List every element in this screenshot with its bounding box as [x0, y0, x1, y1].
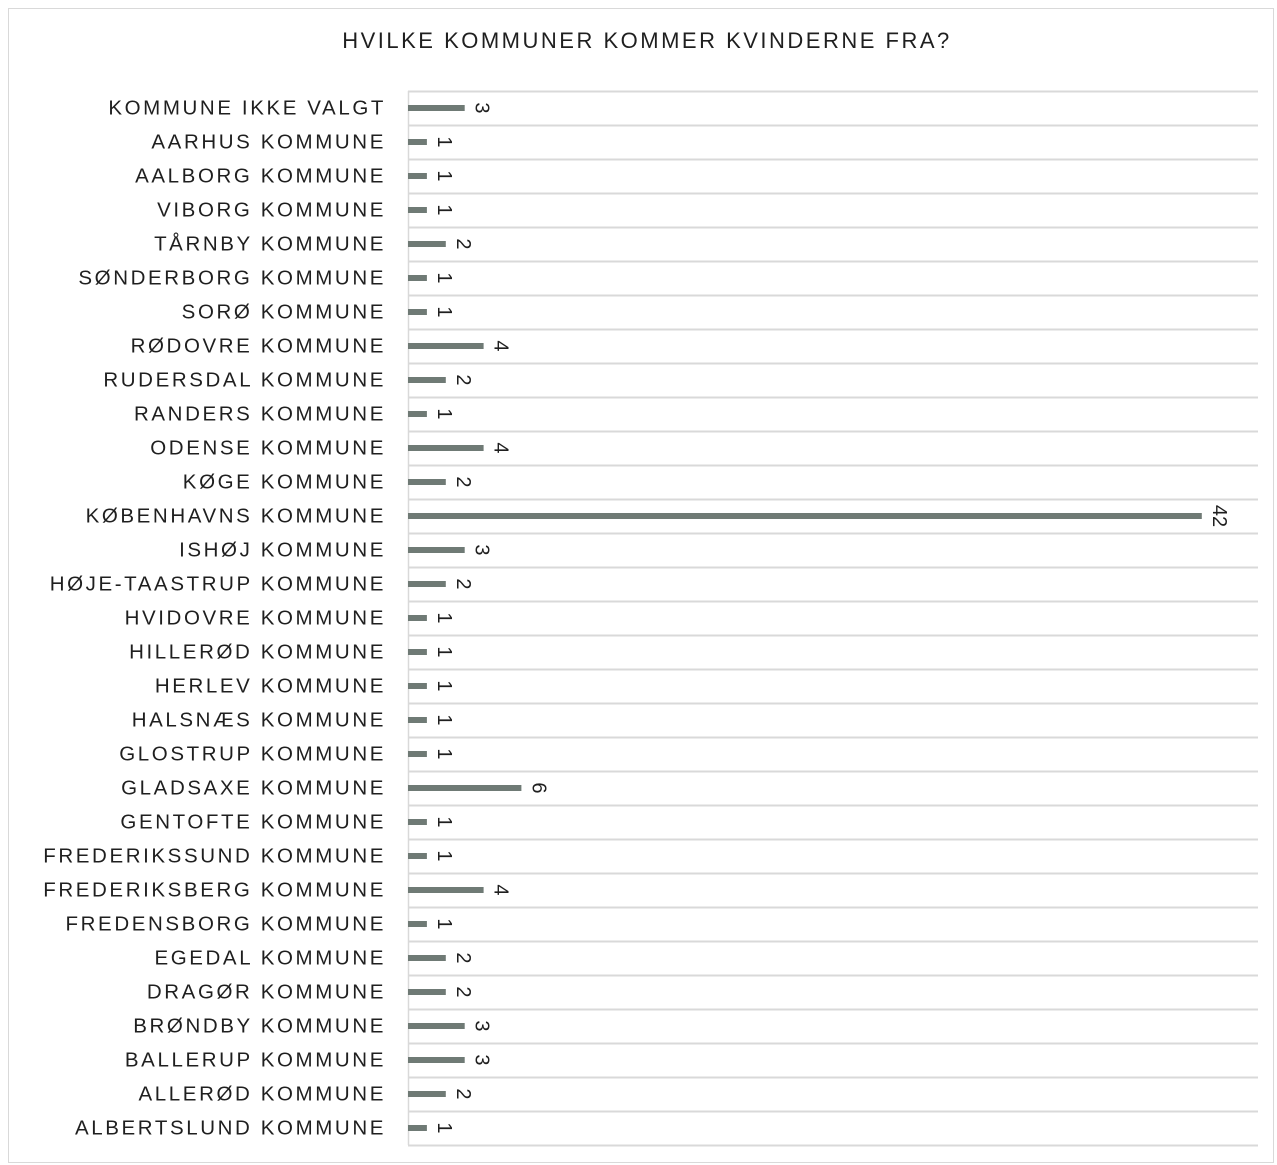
category-label: AALBORG KOMMUNE — [135, 165, 386, 188]
bar — [408, 887, 484, 893]
category-label: EGEDAL KOMMUNE — [154, 947, 386, 970]
category-label: SØNDERBORG KOMMUNE — [78, 267, 386, 290]
category-label: ISHØJ KOMMUNE — [179, 539, 386, 562]
data-label: 1 — [433, 306, 455, 317]
category-label: GLOSTRUP KOMMUNE — [119, 743, 386, 766]
category-label: BALLERUP KOMMUNE — [125, 1049, 386, 1072]
data-label: 1 — [433, 1122, 455, 1133]
data-label: 1 — [433, 612, 455, 623]
bar — [408, 173, 427, 179]
data-label: 1 — [433, 272, 455, 283]
bar — [408, 819, 427, 825]
data-label: 4 — [490, 340, 512, 351]
data-label: 2 — [452, 986, 474, 997]
bar — [408, 445, 484, 451]
data-label: 1 — [433, 918, 455, 929]
data-label: 4 — [490, 442, 512, 453]
data-label: 2 — [452, 578, 474, 589]
category-label: BRØNDBY KOMMUNE — [133, 1015, 386, 1038]
category-label: HERLEV KOMMUNE — [155, 675, 386, 698]
bar — [408, 1091, 446, 1097]
bar — [408, 513, 1202, 519]
bar — [408, 1023, 465, 1029]
category-label: DRAGØR KOMMUNE — [147, 981, 386, 1004]
data-label: 2 — [452, 238, 474, 249]
category-label: GLADSAXE KOMMUNE — [121, 777, 386, 800]
bar — [408, 683, 427, 689]
data-label: 1 — [433, 408, 455, 419]
data-label: 2 — [452, 952, 474, 963]
bar — [408, 1057, 465, 1063]
category-label: FREDERIKSSUND KOMMUNE — [43, 845, 386, 868]
chart-title: HVILKE KOMMUNER KOMMER KVINDERNE FRA? — [342, 28, 952, 53]
data-label: 1 — [433, 748, 455, 759]
category-label: HVIDOVRE KOMMUNE — [125, 607, 386, 630]
bar — [408, 547, 465, 553]
data-label: 2 — [452, 374, 474, 385]
category-label: HØJE-TAASTRUP KOMMUNE — [50, 573, 386, 596]
category-label: KØGE KOMMUNE — [183, 471, 386, 494]
data-label: 2 — [452, 476, 474, 487]
bar — [408, 989, 446, 995]
data-label: 4 — [490, 884, 512, 895]
data-label: 2 — [452, 1088, 474, 1099]
data-label: 1 — [433, 850, 455, 861]
bar — [408, 241, 446, 247]
category-label: HALSNÆS KOMMUNE — [132, 709, 386, 732]
bar — [408, 853, 427, 859]
bar — [408, 955, 446, 961]
bar — [408, 615, 427, 621]
bar — [408, 479, 446, 485]
category-label: AARHUS KOMMUNE — [151, 131, 386, 154]
bar — [408, 105, 465, 111]
category-label: ALBERTSLUND KOMMUNE — [75, 1117, 386, 1140]
category-label: KOMMUNE IKKE VALGT — [108, 97, 386, 120]
bar — [408, 309, 427, 315]
category-label: RØDOVRE KOMMUNE — [131, 335, 386, 358]
bar — [408, 581, 446, 587]
data-label: 3 — [471, 102, 493, 113]
bar — [408, 207, 427, 213]
bar — [408, 343, 484, 349]
bar — [408, 1125, 427, 1131]
data-label: 1 — [433, 816, 455, 827]
bar — [408, 717, 427, 723]
data-label: 1 — [433, 680, 455, 691]
category-label: ODENSE KOMMUNE — [150, 437, 386, 460]
category-label: GENTOFTE KOMMUNE — [120, 811, 386, 834]
data-label: 42 — [1208, 505, 1230, 527]
category-label: ALLERØD KOMMUNE — [139, 1083, 386, 1106]
bar — [408, 649, 427, 655]
bar — [408, 411, 427, 417]
bar — [408, 921, 427, 927]
category-label: FREDENSBORG KOMMUNE — [66, 913, 386, 936]
data-label: 3 — [471, 1054, 493, 1065]
bar — [408, 275, 427, 281]
data-label: 1 — [433, 646, 455, 657]
category-label: TÅRNBY KOMMUNE — [154, 233, 386, 256]
data-label: 3 — [471, 544, 493, 555]
bar — [408, 377, 446, 383]
bar — [408, 785, 522, 791]
category-label: SORØ KOMMUNE — [182, 301, 386, 324]
category-label: VIBORG KOMMUNE — [157, 199, 386, 222]
category-label: HILLERØD KOMMUNE — [129, 641, 386, 664]
data-label: 1 — [433, 170, 455, 181]
category-label: KØBENHAVNS KOMMUNE — [86, 505, 386, 528]
category-label: RANDERS KOMMUNE — [134, 403, 386, 426]
data-label: 1 — [433, 204, 455, 215]
data-label: 1 — [433, 136, 455, 147]
data-label: 6 — [527, 782, 549, 793]
data-label: 1 — [433, 714, 455, 725]
data-label: 3 — [471, 1020, 493, 1031]
chart-frame — [8, 8, 1274, 1163]
bar — [408, 751, 427, 757]
category-label: FREDERIKSBERG KOMMUNE — [43, 879, 386, 902]
category-label: RUDERSDAL KOMMUNE — [103, 369, 386, 392]
bar — [408, 139, 427, 145]
